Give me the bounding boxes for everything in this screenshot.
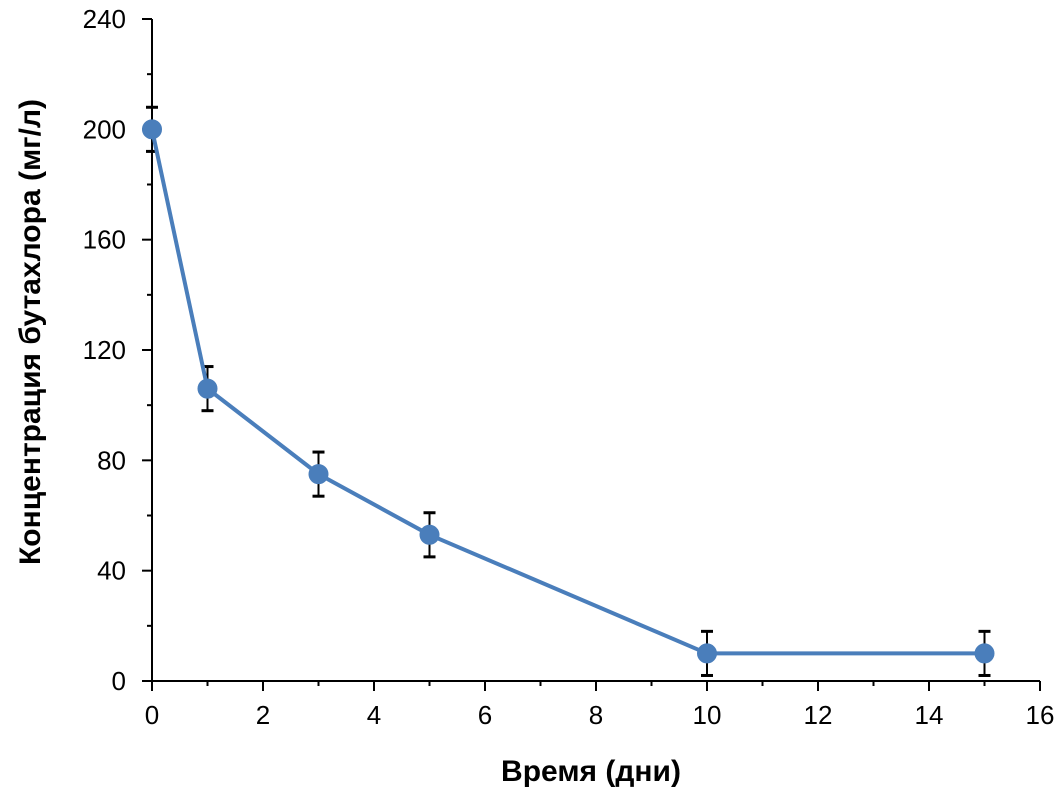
x-axis-title: Время (дни) bbox=[501, 755, 681, 788]
y-axis-title: Концентрация бутахлора (мг/л) bbox=[14, 99, 47, 565]
y-tick-label: 160 bbox=[83, 225, 126, 255]
tick-labels: 0 40 80 120 160 200 240 0 2 4 6 8 10 12 14 16 bbox=[83, 4, 1055, 730]
y-tick-label: 200 bbox=[83, 114, 126, 144]
x-tick-label: 0 bbox=[145, 700, 159, 730]
series-line bbox=[150, 128, 985, 656]
x-tick-label: 4 bbox=[367, 700, 381, 730]
y-tick-label: 80 bbox=[97, 445, 126, 475]
data-points bbox=[142, 119, 995, 664]
data-point bbox=[308, 464, 329, 485]
error-bars bbox=[146, 105, 991, 677]
data-point bbox=[419, 524, 440, 545]
series bbox=[150, 128, 985, 656]
x-tick-label: 10 bbox=[693, 700, 722, 730]
x-tick-label: 12 bbox=[804, 700, 833, 730]
data-point bbox=[142, 119, 162, 140]
x-tick-label: 8 bbox=[589, 700, 603, 730]
y-tick-label: 240 bbox=[83, 4, 126, 34]
tick-marks bbox=[142, 18, 1041, 691]
data-point bbox=[697, 643, 717, 664]
x-tick-label: 6 bbox=[478, 700, 492, 730]
axes bbox=[151, 19, 1040, 682]
x-tick-label: 14 bbox=[915, 700, 944, 730]
data-point bbox=[974, 643, 995, 664]
y-tick-label: 40 bbox=[97, 556, 126, 586]
x-tick-label: 2 bbox=[256, 700, 270, 730]
x-tick-label: 16 bbox=[1026, 700, 1055, 730]
y-tick-label: 0 bbox=[112, 666, 126, 696]
data-point bbox=[197, 378, 218, 399]
y-tick-label: 120 bbox=[83, 335, 126, 365]
